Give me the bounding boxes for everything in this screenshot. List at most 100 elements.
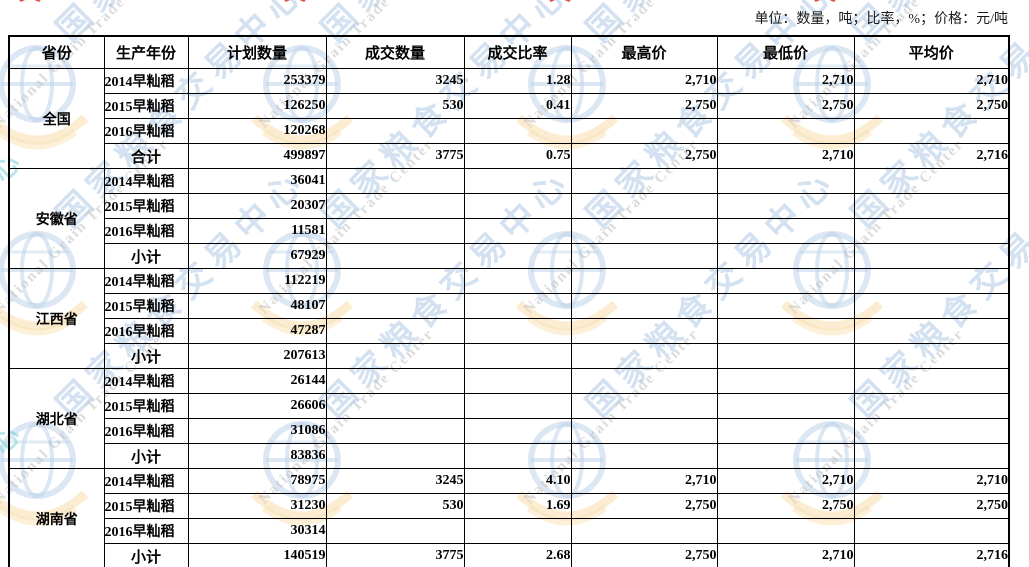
table-row: 小计 140519 3775 2.68 2,750 2,710 2,716: [9, 543, 1010, 567]
production-year-cell: 2016早籼稻: [103, 518, 189, 544]
cell-high: [570, 268, 718, 294]
cell-plan: 67929: [187, 243, 327, 269]
cell-plan: 112219: [187, 268, 327, 294]
cell-ratio: [463, 443, 572, 469]
cell-ratio: 1.69: [463, 493, 572, 519]
province-cell: 安徽省: [8, 168, 105, 269]
cell-ratio: 2.68: [463, 543, 572, 567]
table-row: 2016早籼稻 31086: [9, 418, 1010, 444]
cell-low: 2,750: [716, 93, 855, 119]
cell-deal: [325, 343, 465, 369]
cell-low: [716, 218, 855, 244]
watermark-red-glyph: 义: [19, 0, 41, 7]
cell-deal: [325, 243, 465, 269]
cell-ratio: [463, 218, 572, 244]
production-year-cell: 2014早籼稻: [103, 68, 189, 94]
cell-plan: 47287: [187, 318, 327, 344]
cell-plan: 78975: [187, 468, 327, 494]
cell-deal: [325, 418, 465, 444]
cell-ratio: [463, 168, 572, 194]
cell-low: [716, 293, 855, 319]
cell-high: [570, 518, 718, 544]
cell-deal: [325, 118, 465, 144]
cell-avg: [853, 418, 1010, 444]
cell-low: [716, 443, 855, 469]
column-header-2: 生产年份: [103, 35, 189, 69]
cell-avg: [853, 318, 1010, 344]
unit-note: 单位：数量，吨；比率，%；价格：元/吨: [754, 12, 1008, 27]
cell-high: 2,750: [570, 143, 718, 169]
cell-ratio: [463, 343, 572, 369]
cell-high: [570, 418, 718, 444]
cell-plan: 30314: [187, 518, 327, 544]
cell-ratio: 0.41: [463, 93, 572, 119]
cell-avg: 2,710: [853, 468, 1010, 494]
cell-ratio: [463, 268, 572, 294]
cell-avg: [853, 268, 1010, 294]
cell-low: [716, 168, 855, 194]
cell-low: [716, 118, 855, 144]
cell-deal: 3775: [325, 543, 465, 567]
cell-high: 2,750: [570, 493, 718, 519]
table-row: 2015早籼稻 20307: [9, 193, 1010, 219]
table-row: 小计 67929: [9, 243, 1010, 269]
cell-high: [570, 193, 718, 219]
cell-deal: [325, 368, 465, 394]
province-cell: 湖北省: [8, 368, 105, 469]
cell-ratio: [463, 118, 572, 144]
table-row: 小计 83836: [9, 443, 1010, 469]
column-header-6: 最高价: [570, 35, 718, 69]
cell-avg: [853, 193, 1010, 219]
cell-avg: [853, 343, 1010, 369]
cell-ratio: [463, 243, 572, 269]
cell-plan: 120268: [187, 118, 327, 144]
watermark-red-glyph: 义: [814, 0, 836, 7]
subtotal-label-cell: 合计: [103, 143, 189, 169]
province-cell: 湖南省: [8, 468, 105, 567]
production-year-cell: 2014早籼稻: [103, 268, 189, 294]
production-year-cell: 2015早籼稻: [103, 493, 189, 519]
cell-deal: [325, 518, 465, 544]
cell-plan: 31230: [187, 493, 327, 519]
cell-high: [570, 293, 718, 319]
cell-high: [570, 343, 718, 369]
province-cell: 全国: [8, 68, 105, 169]
table-row: 2016早籼稻 11581: [9, 218, 1010, 244]
table-row: 2016早籼稻 30314: [9, 518, 1010, 544]
cell-avg: [853, 368, 1010, 394]
column-header-8: 平均价: [853, 35, 1010, 69]
production-year-cell: 2015早籼稻: [103, 93, 189, 119]
cell-plan: 253379: [187, 68, 327, 94]
cell-low: [716, 268, 855, 294]
production-year-cell: 2015早籼稻: [103, 293, 189, 319]
cell-avg: 2,750: [853, 93, 1010, 119]
column-header-5: 成交比率: [463, 35, 572, 69]
column-header-7: 最低价: [716, 35, 855, 69]
watermark-red-glyph: 义: [284, 0, 306, 7]
cell-high: 2,710: [570, 68, 718, 94]
cell-ratio: [463, 368, 572, 394]
cell-low: [716, 318, 855, 344]
cell-avg: [853, 243, 1010, 269]
cell-plan: 31086: [187, 418, 327, 444]
cell-avg: [853, 518, 1010, 544]
table-row: 湖南省 2014早籼稻 78975 3245 4.10 2,710 2,710 2,710: [8, 468, 1010, 567]
cell-low: [716, 418, 855, 444]
cell-ratio: [463, 193, 572, 219]
production-year-cell: 2016早籼稻: [103, 418, 189, 444]
watermark-red-glyph: 义: [549, 0, 571, 7]
production-year-cell: 2014早籼稻: [103, 168, 189, 194]
cell-ratio: [463, 393, 572, 419]
table-row: 湖北省 2014早籼稻 26144: [8, 368, 1010, 469]
province-cell: 江西省: [8, 268, 105, 369]
cell-plan: 83836: [187, 443, 327, 469]
table-row: 2016早籼稻 120268: [9, 118, 1010, 144]
cell-high: [570, 368, 718, 394]
production-year-cell: 2015早籼稻: [103, 393, 189, 419]
cell-ratio: [463, 518, 572, 544]
cell-low: [716, 368, 855, 394]
cell-low: [716, 393, 855, 419]
table-row: 安徽省 2014早籼稻 36041: [8, 168, 1010, 269]
cell-deal: [325, 393, 465, 419]
subtotal-label-cell: 小计: [103, 343, 189, 369]
